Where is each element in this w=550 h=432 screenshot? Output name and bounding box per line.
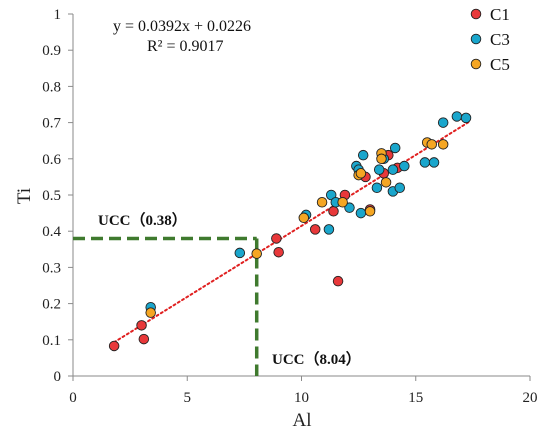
trendline-layer <box>113 121 470 344</box>
x-tick-label: 5 <box>184 390 192 406</box>
data-point <box>251 248 262 259</box>
data-point <box>451 111 463 122</box>
ucc-guides <box>73 236 259 376</box>
series-c5 <box>145 137 449 318</box>
data-point <box>271 233 282 244</box>
data-point <box>419 157 431 168</box>
legend: C1 C3 C5 <box>470 5 510 74</box>
trend-equation: y = 0.0392x + 0.0226 <box>113 18 251 35</box>
data-point <box>337 196 348 208</box>
data-point <box>371 182 383 194</box>
data-point <box>387 164 399 175</box>
series-c3 <box>145 111 472 313</box>
data-point <box>399 160 410 172</box>
y-tick-label: 1 <box>54 7 62 23</box>
trendline <box>113 121 470 344</box>
y-tick-label: 0.8 <box>42 79 61 95</box>
x-tick-label: 20 <box>523 390 538 406</box>
data-point <box>428 157 440 168</box>
y-tick-label: 0.2 <box>42 297 61 313</box>
data-point <box>437 117 449 128</box>
x-tick-label: 15 <box>408 390 423 406</box>
y-tick-label: 0.1 <box>42 333 61 349</box>
x-tick-label: 0 <box>69 390 77 406</box>
data-point <box>344 202 355 213</box>
legend-label: C3 <box>490 30 510 49</box>
legend-label: C5 <box>490 55 510 74</box>
data-point <box>323 224 335 235</box>
data-point <box>376 153 387 165</box>
data-point <box>460 112 472 124</box>
data-point <box>136 320 147 331</box>
data-point <box>355 168 367 179</box>
data-point <box>273 246 284 258</box>
data-point <box>298 212 310 224</box>
ucc-al-label: UCC（8.04） <box>272 350 361 368</box>
y-tick-label: 0.7 <box>42 116 61 132</box>
data-point <box>234 247 246 259</box>
data-point <box>364 206 376 217</box>
x-tick-label: 10 <box>294 390 309 406</box>
legend-marker <box>470 8 482 20</box>
data-point <box>108 340 120 352</box>
data-points <box>108 111 472 352</box>
data-point <box>357 149 369 161</box>
data-point <box>394 182 406 194</box>
r-squared-label: R² = 0.9017 <box>147 38 224 55</box>
legend-label: C1 <box>490 5 510 24</box>
data-point <box>138 333 150 345</box>
data-point <box>328 206 339 217</box>
data-point <box>316 196 328 208</box>
data-point <box>145 307 156 318</box>
data-point <box>355 207 367 219</box>
x-axis-label: Al <box>293 410 312 431</box>
data-point <box>332 275 344 287</box>
data-point <box>373 164 385 175</box>
data-point <box>437 139 449 150</box>
ucc-ti-label: UCC（0.38） <box>98 211 187 229</box>
legend-marker <box>470 58 482 70</box>
data-point <box>426 139 437 150</box>
y-tick-label: 0.6 <box>42 152 61 168</box>
data-point <box>389 142 401 154</box>
data-point <box>309 224 321 235</box>
data-point <box>380 177 392 188</box>
y-tick-label: 0 <box>54 369 62 385</box>
axes: 0 5 10 15 20 0 0.1 0.2 0.3 0.4 0.5 0.6 0.7 0.8 0.9 1 <box>42 7 537 406</box>
y-tick-label: 0.5 <box>42 188 61 204</box>
y-axis-label: Ti <box>14 188 35 204</box>
y-tick-label: 0.9 <box>42 43 61 59</box>
y-tick-label: 0.3 <box>42 260 61 276</box>
y-tick-label: 0.4 <box>42 224 61 240</box>
legend-marker <box>470 33 482 45</box>
